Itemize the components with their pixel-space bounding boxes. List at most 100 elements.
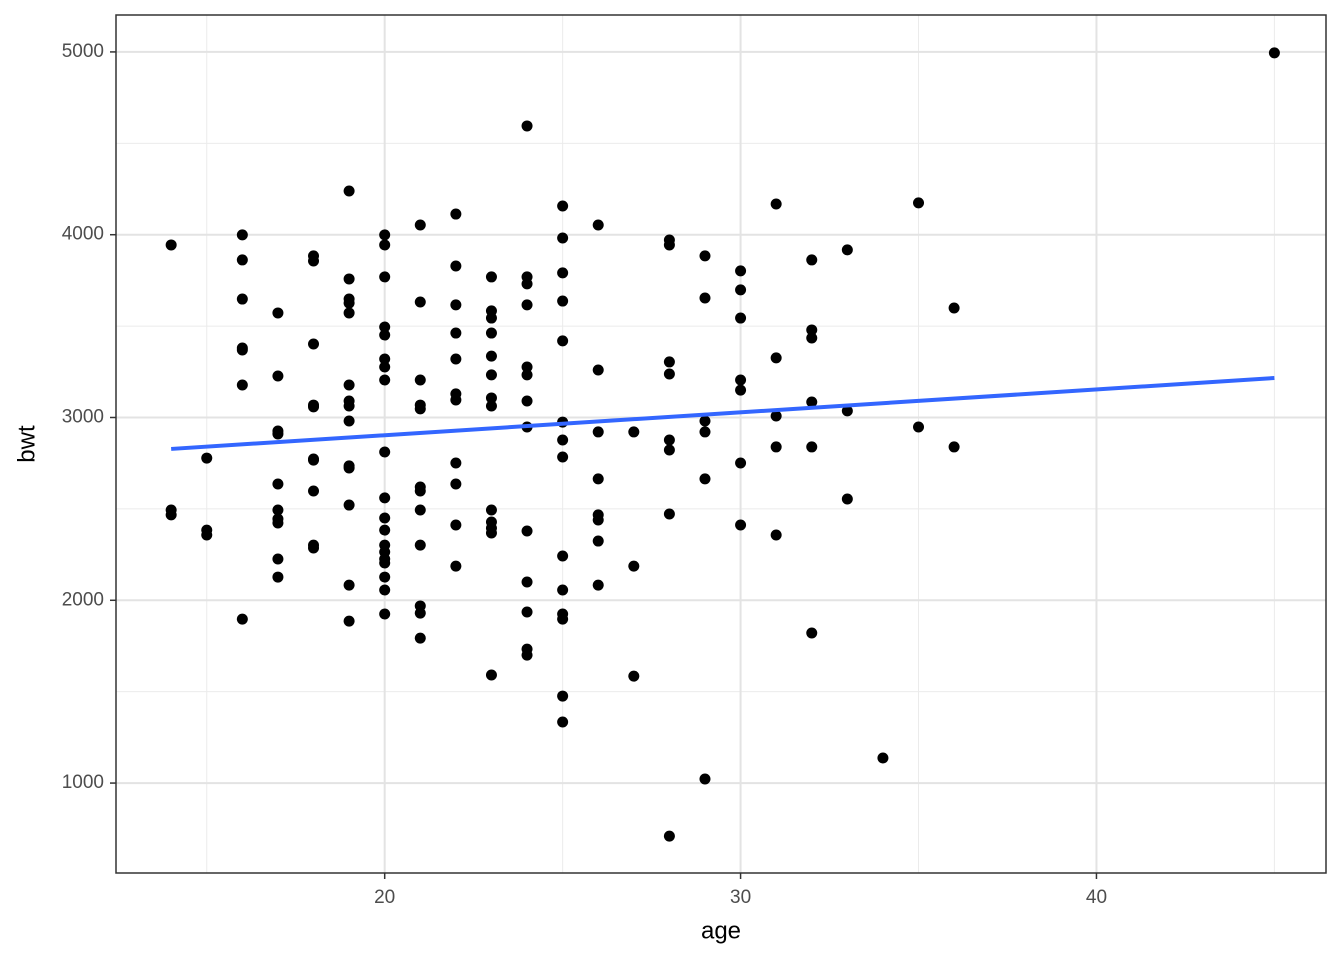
point — [308, 542, 320, 554]
point — [663, 356, 675, 368]
point — [236, 379, 248, 391]
point — [343, 462, 355, 474]
point — [379, 608, 391, 620]
point — [308, 454, 320, 466]
point — [450, 519, 462, 531]
point — [236, 229, 248, 241]
point — [485, 504, 497, 516]
point — [379, 584, 391, 596]
point — [414, 296, 426, 308]
point — [557, 613, 569, 625]
point — [877, 752, 889, 764]
point — [272, 307, 284, 319]
point — [379, 571, 391, 583]
point — [699, 250, 711, 262]
point — [379, 492, 391, 504]
point — [343, 185, 355, 197]
point — [308, 338, 320, 350]
point — [521, 525, 533, 537]
y-tick-label: 4000 — [62, 224, 104, 245]
point — [806, 324, 818, 336]
point — [592, 514, 604, 526]
point — [485, 669, 497, 681]
fit-line — [171, 376, 1275, 451]
y-tick-label: 3000 — [62, 407, 104, 428]
point — [343, 499, 355, 511]
point — [485, 392, 497, 404]
point — [592, 579, 604, 591]
point — [485, 400, 497, 412]
point — [663, 434, 675, 446]
point — [806, 627, 818, 639]
point — [521, 278, 533, 290]
point — [521, 299, 533, 311]
point — [272, 571, 284, 583]
point — [485, 271, 497, 283]
point — [236, 613, 248, 625]
point — [308, 485, 320, 497]
point — [592, 426, 604, 438]
point — [663, 368, 675, 380]
point — [379, 361, 391, 373]
y-axis-title: bwt — [13, 425, 40, 463]
point — [699, 773, 711, 785]
point — [272, 428, 284, 440]
point — [379, 353, 391, 365]
point — [379, 524, 391, 536]
point — [770, 410, 782, 422]
point — [379, 512, 391, 524]
point — [343, 297, 355, 309]
point — [699, 426, 711, 438]
point — [521, 606, 533, 618]
point — [343, 379, 355, 391]
point — [450, 327, 462, 339]
point — [628, 426, 640, 438]
point — [735, 457, 747, 469]
point — [450, 208, 462, 220]
point — [414, 632, 426, 644]
point — [770, 352, 782, 364]
point — [272, 553, 284, 565]
point — [557, 584, 569, 596]
y-tick-label: 5000 — [62, 41, 104, 62]
point — [414, 485, 426, 497]
point — [521, 361, 533, 373]
point — [521, 576, 533, 588]
y-tick-label: 2000 — [62, 589, 104, 610]
point — [699, 473, 711, 485]
point — [450, 260, 462, 272]
point — [165, 509, 177, 521]
x-tick-label: 40 — [1086, 887, 1107, 908]
point — [414, 219, 426, 231]
point — [450, 560, 462, 572]
point — [663, 444, 675, 456]
point — [379, 329, 391, 341]
point — [379, 557, 391, 569]
point — [450, 457, 462, 469]
point — [308, 255, 320, 267]
point — [343, 579, 355, 591]
point — [272, 478, 284, 490]
point — [806, 254, 818, 266]
point — [592, 473, 604, 485]
point — [841, 493, 853, 505]
point — [165, 239, 177, 251]
point — [272, 504, 284, 516]
point — [557, 690, 569, 702]
point — [450, 299, 462, 311]
point — [913, 197, 925, 209]
y-tick-label: 1000 — [62, 772, 104, 793]
point — [272, 517, 284, 529]
point — [770, 198, 782, 210]
point — [913, 421, 925, 433]
point — [592, 364, 604, 376]
point — [485, 312, 497, 324]
point — [521, 649, 533, 661]
point — [521, 120, 533, 132]
point — [699, 292, 711, 304]
point — [735, 284, 747, 296]
point — [628, 670, 640, 682]
point — [557, 550, 569, 562]
point — [414, 607, 426, 619]
